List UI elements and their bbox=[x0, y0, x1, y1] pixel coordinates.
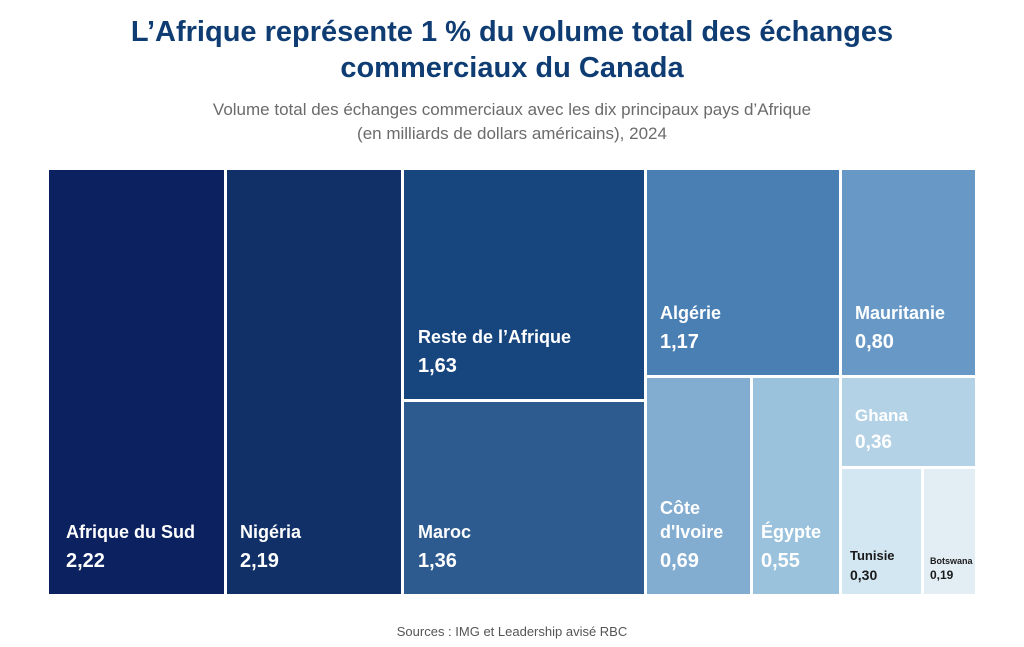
tile-value: 0,36 bbox=[855, 432, 892, 454]
chart-subtitle-line2: (en milliards de dollars américains), 20… bbox=[357, 124, 667, 143]
tile-value: 0,19 bbox=[930, 568, 954, 583]
chart-title: L’Afrique représente 1 % du volume total… bbox=[0, 14, 1024, 86]
tile-name: Maroc bbox=[418, 521, 472, 542]
tile-label: Nigéria 2,19 bbox=[240, 521, 301, 574]
treemap-tile-cote-d-ivoire: Côte d'Ivoire 0,69 bbox=[647, 378, 750, 594]
tile-name: Reste de l’Afrique bbox=[418, 326, 572, 347]
treemap-tile-mauritanie: Mauritanie 0,80 bbox=[842, 170, 975, 375]
tile-value: 2,19 bbox=[240, 550, 279, 572]
tile-label: Mauritanie 0,80 bbox=[855, 302, 945, 355]
chart-title-line1: L’Afrique représente 1 % du volume total… bbox=[130, 16, 894, 48]
tile-name: Côte bbox=[660, 498, 700, 519]
treemap-tile-maroc: Maroc 1,36 bbox=[404, 402, 644, 594]
tile-name: Tunisie bbox=[850, 547, 895, 563]
tile-label: Ghana 0,36 bbox=[855, 405, 908, 456]
tile-label: Algérie 1,17 bbox=[660, 302, 721, 355]
tile-value: 0,30 bbox=[850, 566, 878, 583]
tile-name: Afrique du Sud bbox=[66, 521, 195, 542]
tile-label: Côte d'Ivoire 0,69 bbox=[660, 497, 723, 574]
tile-name: Algérie bbox=[660, 302, 722, 323]
tile-name: Botswana bbox=[930, 555, 973, 566]
tile-value: 0,55 bbox=[761, 550, 800, 572]
treemap-tile-nigeria: Nigéria 2,19 bbox=[227, 170, 401, 594]
tile-value: 1,36 bbox=[418, 550, 457, 572]
tile-label: Reste de l’Afrique 1,63 bbox=[418, 326, 571, 379]
tile-name: Nigéria bbox=[240, 521, 302, 542]
chart-subtitle: Volume total des échanges commerciaux av… bbox=[0, 98, 1024, 146]
tile-value: 2,22 bbox=[66, 550, 105, 572]
tile-label: Afrique du Sud 2,22 bbox=[66, 521, 195, 574]
tile-name: Ghana bbox=[855, 406, 908, 426]
treemap-tile-ghana: Ghana 0,36 bbox=[842, 378, 975, 466]
treemap-tile-egypte: Égypte 0,55 bbox=[753, 378, 839, 594]
tile-value: 0,69 bbox=[660, 550, 699, 572]
tile-name: d'Ivoire bbox=[660, 521, 724, 542]
tile-label: Égypte 0,55 bbox=[761, 521, 821, 574]
chart-subtitle-line1: Volume total des échanges commerciaux av… bbox=[212, 100, 812, 119]
tile-label: Maroc 1,36 bbox=[418, 521, 471, 574]
tile-name: Mauritanie bbox=[855, 302, 946, 323]
treemap-tile-tunisie: Tunisie 0,30 bbox=[842, 469, 921, 594]
tile-value: 1,17 bbox=[660, 331, 699, 353]
treemap-tile-afrique-du-sud: Afrique du Sud 2,22 bbox=[49, 170, 224, 594]
tile-name: Égypte bbox=[761, 521, 822, 542]
treemap-tile-reste-de-l-afrique: Reste de l’Afrique 1,63 bbox=[404, 170, 644, 399]
tile-value: 1,63 bbox=[418, 355, 457, 377]
treemap-tile-botswana: Botswana 0,19 bbox=[924, 469, 975, 594]
treemap-chart: Afrique du Sud 2,22 Nigéria 2,19 Reste de l’… bbox=[49, 170, 975, 594]
treemap-tile-algerie: Algérie 1,17 bbox=[647, 170, 839, 375]
tile-label: Tunisie 0,30 bbox=[850, 548, 895, 584]
chart-title-line2: commerciaux du Canada bbox=[340, 52, 684, 84]
tile-value: 0,80 bbox=[855, 331, 894, 353]
source-note: Sources : IMG et Leadership avisé RBC bbox=[396, 624, 628, 639]
tile-label: Botswana 0,19 bbox=[930, 556, 973, 584]
